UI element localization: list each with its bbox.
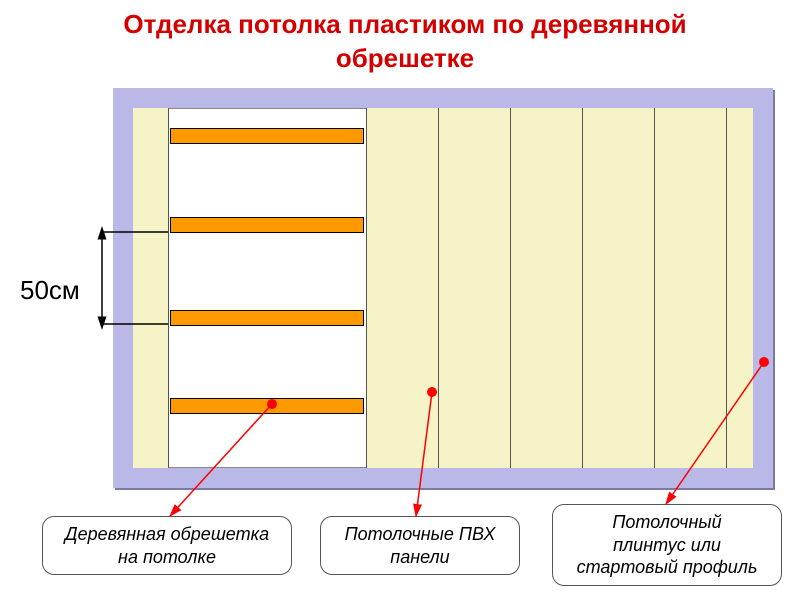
pvc-panel xyxy=(726,108,753,468)
diagram-stage: 50см Деревянная обрешетка на потолке Пото… xyxy=(0,0,810,600)
wooden-batten xyxy=(170,128,364,144)
pvc-panel xyxy=(438,108,510,468)
wooden-batten xyxy=(170,398,364,414)
dimension-label: 50см xyxy=(20,275,80,306)
pvc-panel xyxy=(582,108,654,468)
pvc-panel xyxy=(510,108,582,468)
callout-label: Деревянная обрешетка на потолке xyxy=(42,516,292,575)
left-panel-strip xyxy=(133,108,169,468)
callout-label: Потолочный плинтус или стартовый профиль xyxy=(552,504,782,586)
wooden-batten xyxy=(170,217,364,233)
callout-label: Потолочные ПВХ панели xyxy=(320,516,520,575)
pvc-panel xyxy=(654,108,726,468)
wooden-batten xyxy=(170,310,364,326)
pvc-panel xyxy=(366,108,438,468)
